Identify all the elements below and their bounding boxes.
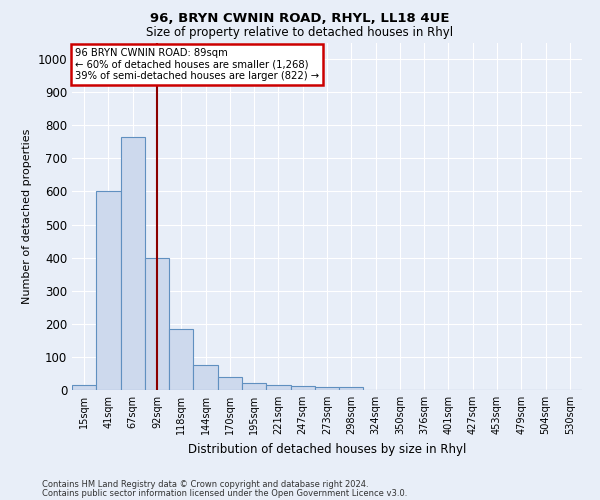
Bar: [193, 365, 218, 390]
Bar: [121, 137, 145, 390]
Bar: [96, 192, 121, 390]
Bar: [315, 386, 339, 390]
X-axis label: Distribution of detached houses by size in Rhyl: Distribution of detached houses by size …: [188, 442, 466, 456]
Text: 96 BRYN CWNIN ROAD: 89sqm
← 60% of detached houses are smaller (1,268)
39% of se: 96 BRYN CWNIN ROAD: 89sqm ← 60% of detac…: [74, 48, 319, 81]
Bar: [266, 385, 290, 390]
Text: Size of property relative to detached houses in Rhyl: Size of property relative to detached ho…: [146, 26, 454, 39]
Bar: [169, 329, 193, 390]
Text: Contains public sector information licensed under the Open Government Licence v3: Contains public sector information licen…: [42, 488, 407, 498]
Bar: [218, 377, 242, 390]
Text: 96, BRYN CWNIN ROAD, RHYL, LL18 4UE: 96, BRYN CWNIN ROAD, RHYL, LL18 4UE: [150, 12, 450, 26]
Bar: [242, 384, 266, 390]
Y-axis label: Number of detached properties: Number of detached properties: [22, 128, 32, 304]
Text: Contains HM Land Registry data © Crown copyright and database right 2024.: Contains HM Land Registry data © Crown c…: [42, 480, 368, 489]
Bar: [290, 386, 315, 390]
Bar: [72, 385, 96, 390]
Bar: [339, 388, 364, 390]
Bar: [145, 258, 169, 390]
